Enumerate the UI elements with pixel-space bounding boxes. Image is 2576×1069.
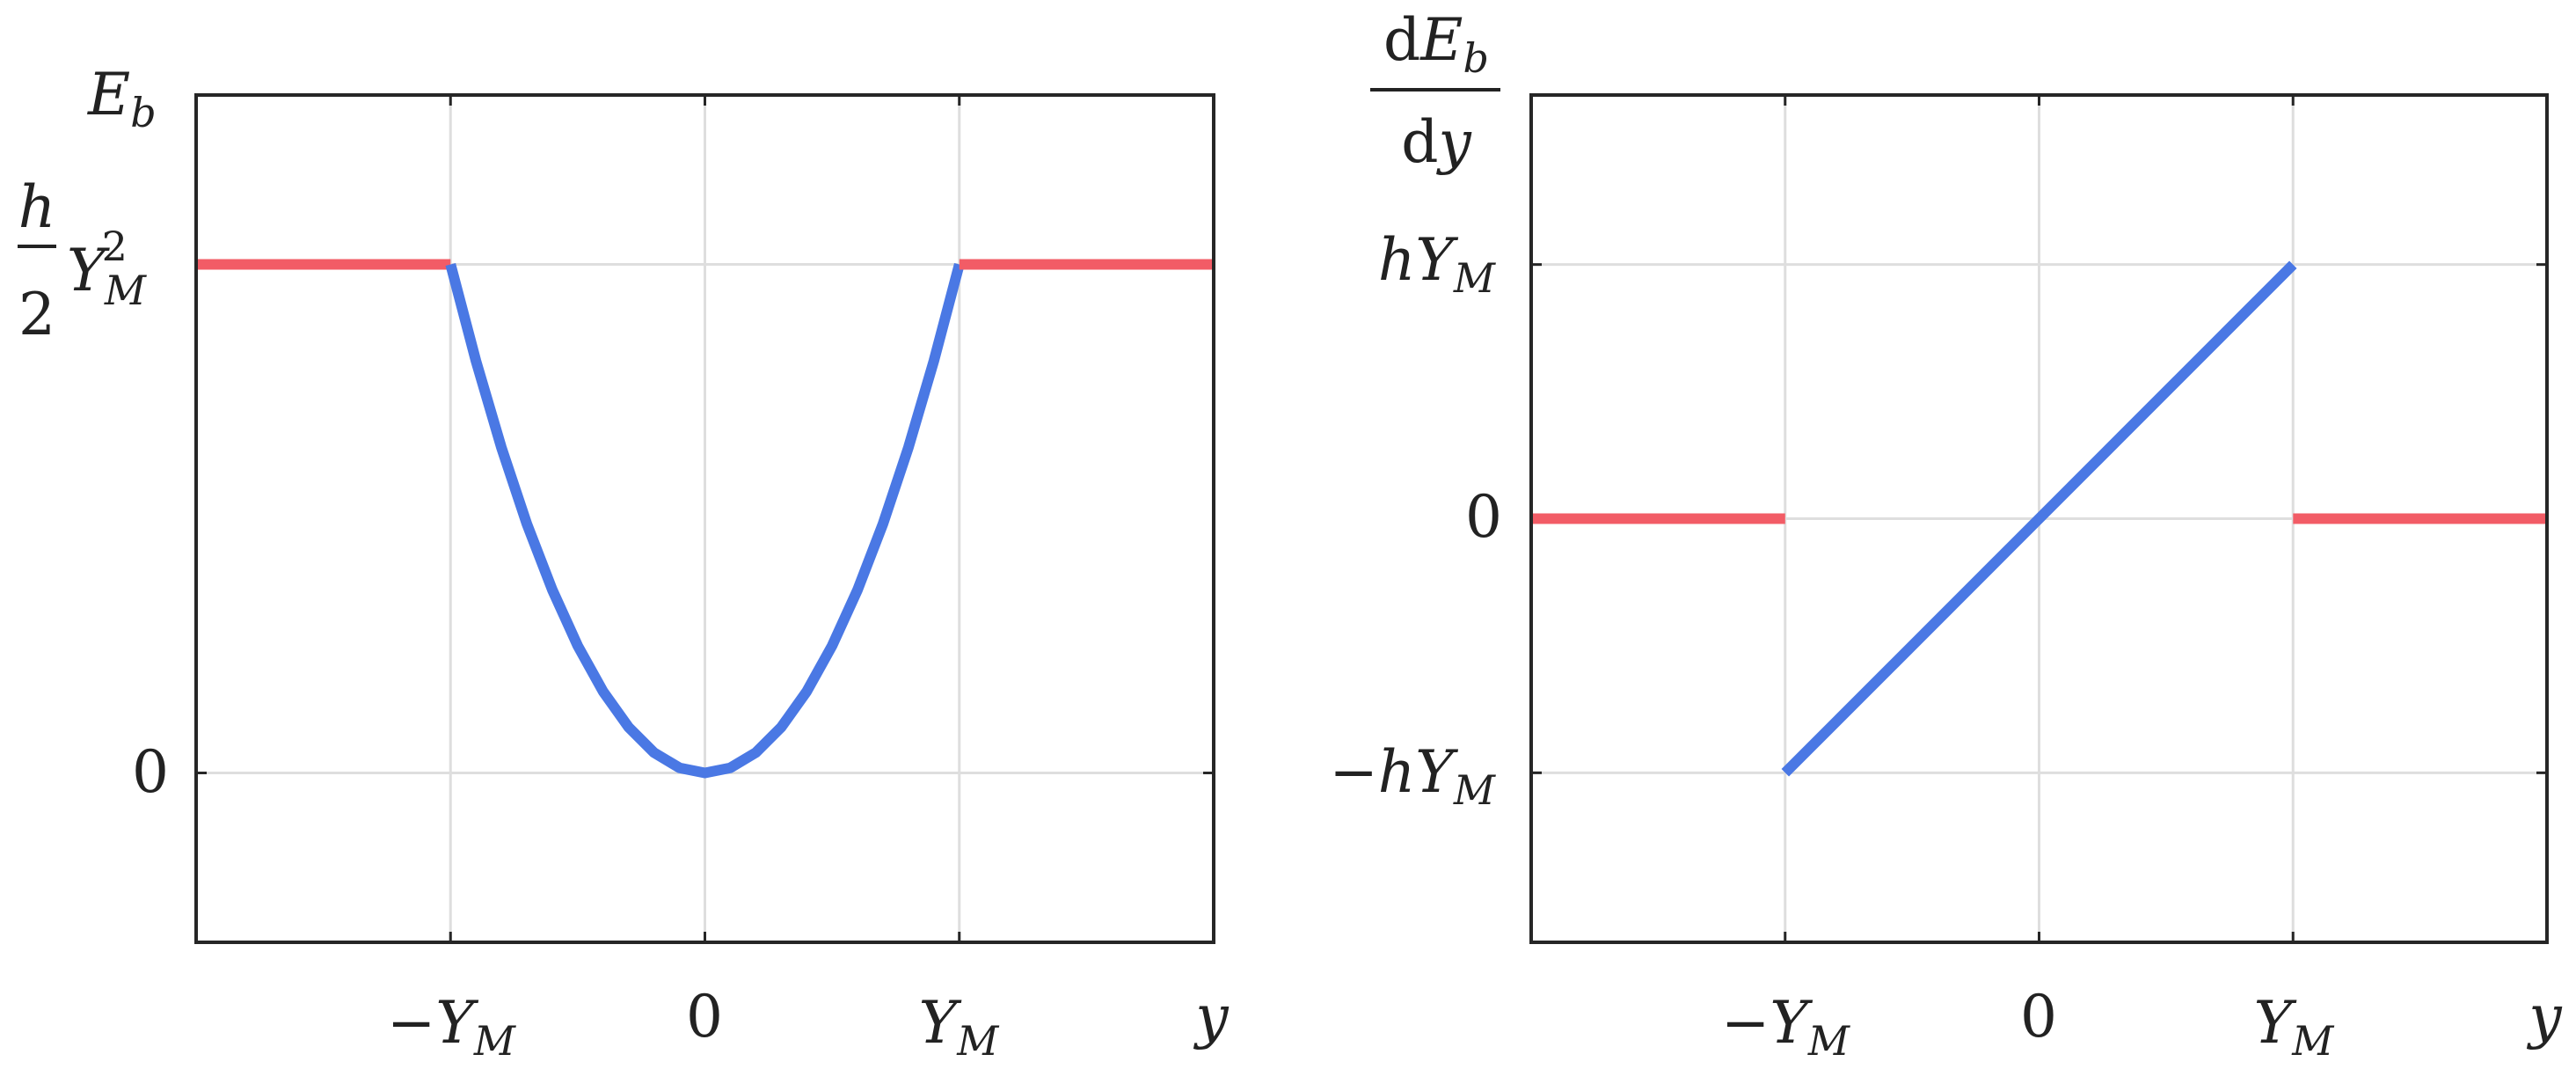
left-plot-lines (196, 259, 1214, 779)
left-ytick-label-1: h 2 Y2 M (18, 173, 148, 348)
right-xtick-label-neg: −YM (1721, 989, 1851, 1065)
left-ytick-term: Y2 M (67, 223, 148, 314)
left-grid (196, 95, 1214, 942)
right-ylabel-denominator: dy (1401, 108, 1471, 176)
left-ytick-frac-num: h (18, 173, 56, 241)
left-ytick-label-0: 0 (132, 738, 169, 806)
right-xtick-label-zero: 0 (2020, 983, 2057, 1051)
right-xtick-label-pos: YM (2254, 989, 2336, 1065)
right-series-curve-segment (1781, 260, 2297, 777)
left-xtick-label-zero: 0 (686, 983, 723, 1051)
left-series-curve-segment (445, 262, 965, 779)
left-ylabel: Eb (87, 61, 157, 136)
right-ytick-label-neg: −hYM (1330, 738, 1497, 814)
left-xtick-label-pos: YM (919, 989, 1001, 1065)
right-plot-lines (1531, 260, 2547, 777)
left-xtick-label-neg: −YM (387, 989, 517, 1065)
right-ylabel-numerator: dEb (1383, 6, 1489, 82)
right-ytick-label-zero: 0 (1465, 483, 1502, 551)
right-ylabel: dEb dy (1370, 6, 1500, 176)
right-panel: dEb dy −hYM 0 hYM −YM 0 YM y (1330, 6, 2563, 1065)
left-ytick-frac-den: 2 (18, 281, 55, 348)
left-panel: Eb 0 h 2 Y2 M −YM 0 YM y (18, 61, 1229, 1065)
left-xlabel: y (1193, 983, 1229, 1051)
right-xlabel: y (2526, 983, 2562, 1051)
left-axes-frame (194, 93, 1215, 944)
right-axes-frame (1529, 93, 2549, 944)
right-ytick-label-pos: hYM (1378, 226, 1497, 302)
